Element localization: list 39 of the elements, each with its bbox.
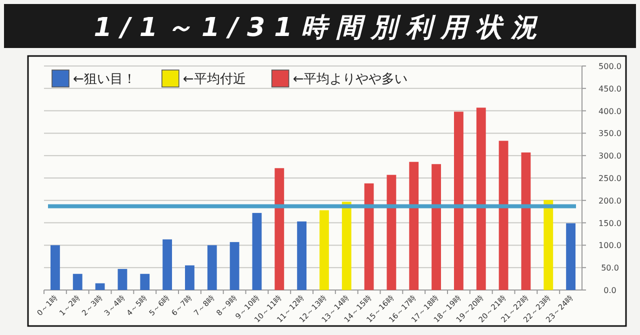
y-tick-label: 300.0 [598,152,622,161]
bar [140,274,150,290]
bar [162,239,172,290]
bar [432,164,441,290]
legend-label: ←平均付近 [182,72,246,87]
y-tick-label: 500.0 [598,62,622,71]
y-tick-label: 350.0 [598,129,622,138]
bar [409,162,419,290]
bar [386,174,396,290]
y-tick-label: 450.0 [598,84,622,94]
bar [185,265,194,290]
bar [297,221,306,290]
y-tick-label: 50.0 [601,264,619,273]
bar [207,245,217,290]
legend-label: ←狙い目！ [73,72,136,87]
bar [118,268,128,290]
bar [95,283,105,290]
y-tick-label: 100.0 [598,241,622,250]
y-tick-label: 0.0 [604,286,616,295]
bar [364,183,374,290]
bar [320,210,329,290]
bar [476,108,486,290]
bar [274,168,284,290]
bar [498,140,508,290]
y-tick-label: 200.0 [598,196,622,206]
bar [50,245,60,290]
y-tick-label: 400.0 [598,106,622,116]
bar [252,212,262,290]
bar [521,152,531,290]
bar [230,242,240,290]
bar [72,274,82,290]
bar [566,223,576,290]
bar [544,200,554,290]
legend-label: ←平均よりやや多い [292,72,408,87]
y-tick-label: 150.0 [598,218,622,228]
title: 1/1～1/31時間別利用状況 [94,13,546,43]
y-tick-label: 250.0 [598,174,622,183]
bar [454,112,464,290]
bar [342,202,352,290]
